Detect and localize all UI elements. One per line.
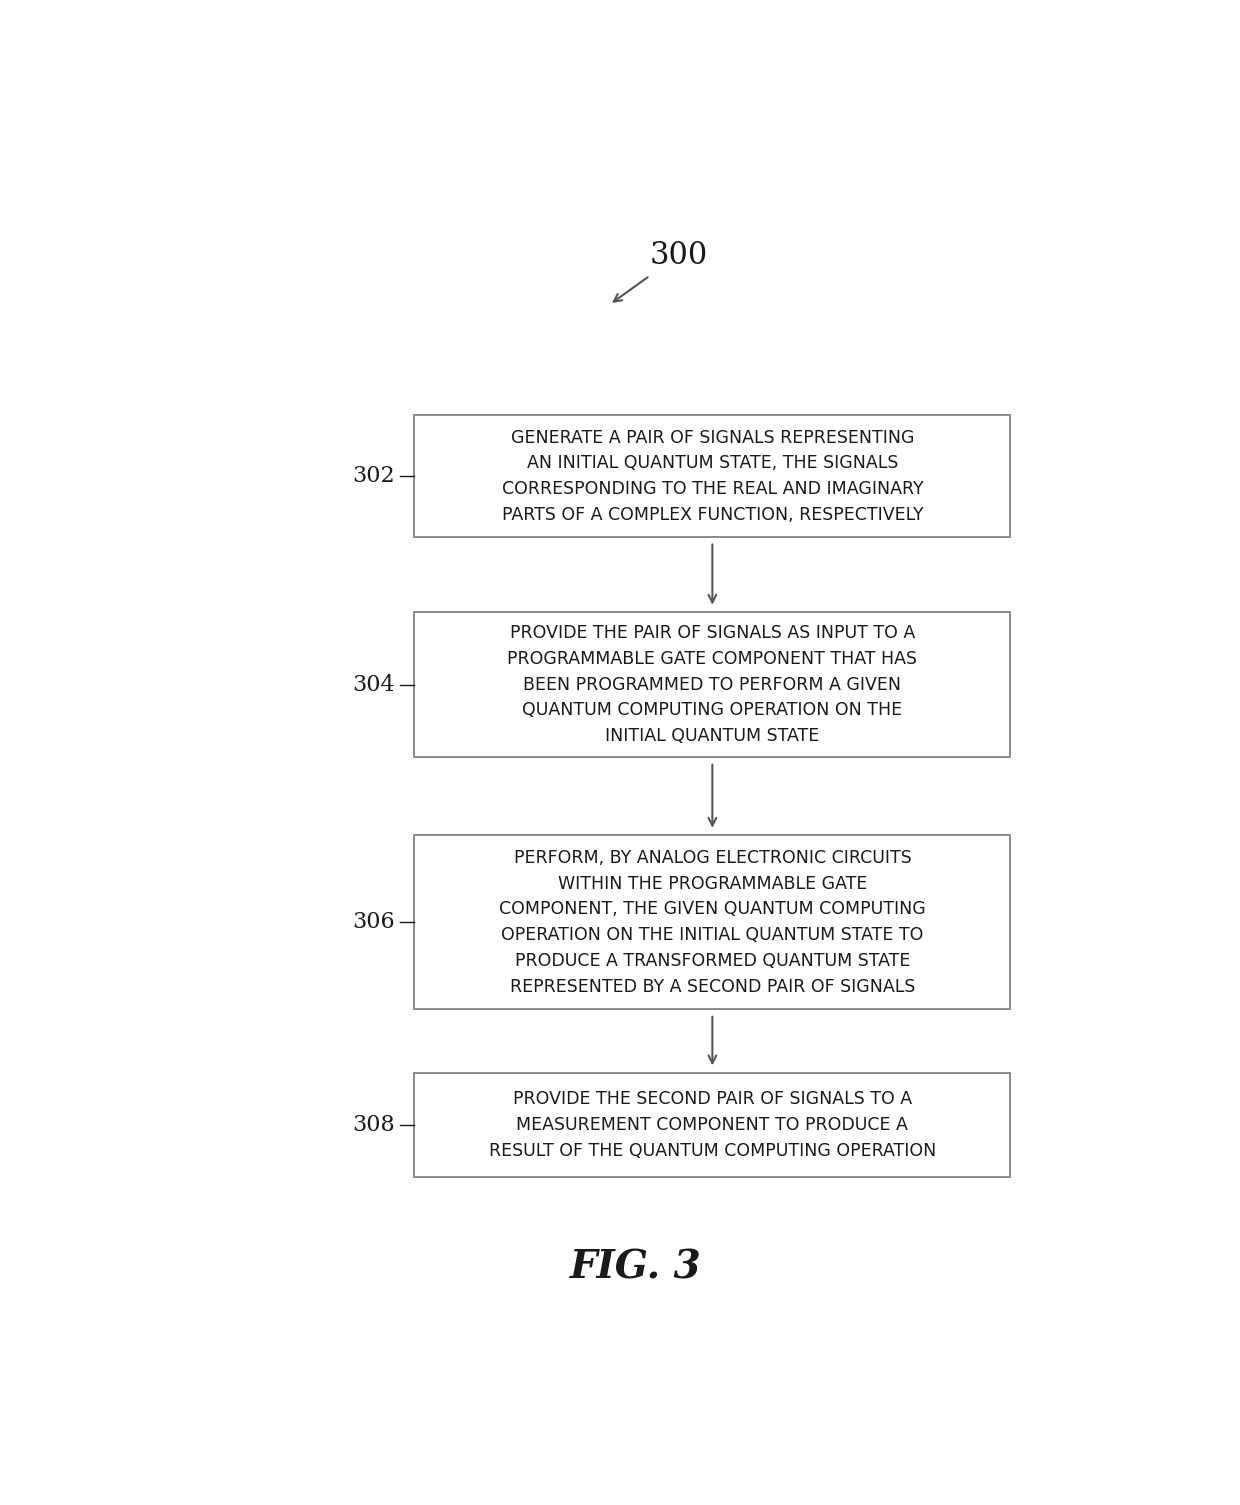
Text: 300: 300 xyxy=(650,241,708,271)
Text: PERFORM, BY ANALOG ELECTRONIC CIRCUITS
WITHIN THE PROGRAMMABLE GATE
COMPONENT, T: PERFORM, BY ANALOG ELECTRONIC CIRCUITS W… xyxy=(498,849,926,995)
Text: 304: 304 xyxy=(352,674,396,695)
Text: FIG. 3: FIG. 3 xyxy=(569,1249,702,1287)
FancyBboxPatch shape xyxy=(414,613,1011,757)
FancyBboxPatch shape xyxy=(414,835,1011,1010)
FancyBboxPatch shape xyxy=(414,415,1011,537)
Text: GENERATE A PAIR OF SIGNALS REPRESENTING
AN INITIAL QUANTUM STATE, THE SIGNALS
CO: GENERATE A PAIR OF SIGNALS REPRESENTING … xyxy=(501,429,924,524)
Text: PROVIDE THE SECOND PAIR OF SIGNALS TO A
MEASUREMENT COMPONENT TO PRODUCE A
RESUL: PROVIDE THE SECOND PAIR OF SIGNALS TO A … xyxy=(489,1090,936,1160)
Text: PROVIDE THE PAIR OF SIGNALS AS INPUT TO A
PROGRAMMABLE GATE COMPONENT THAT HAS
B: PROVIDE THE PAIR OF SIGNALS AS INPUT TO … xyxy=(507,625,918,745)
Text: 308: 308 xyxy=(352,1114,396,1136)
Text: 306: 306 xyxy=(352,911,396,933)
FancyBboxPatch shape xyxy=(414,1073,1011,1177)
Text: 302: 302 xyxy=(352,465,396,488)
